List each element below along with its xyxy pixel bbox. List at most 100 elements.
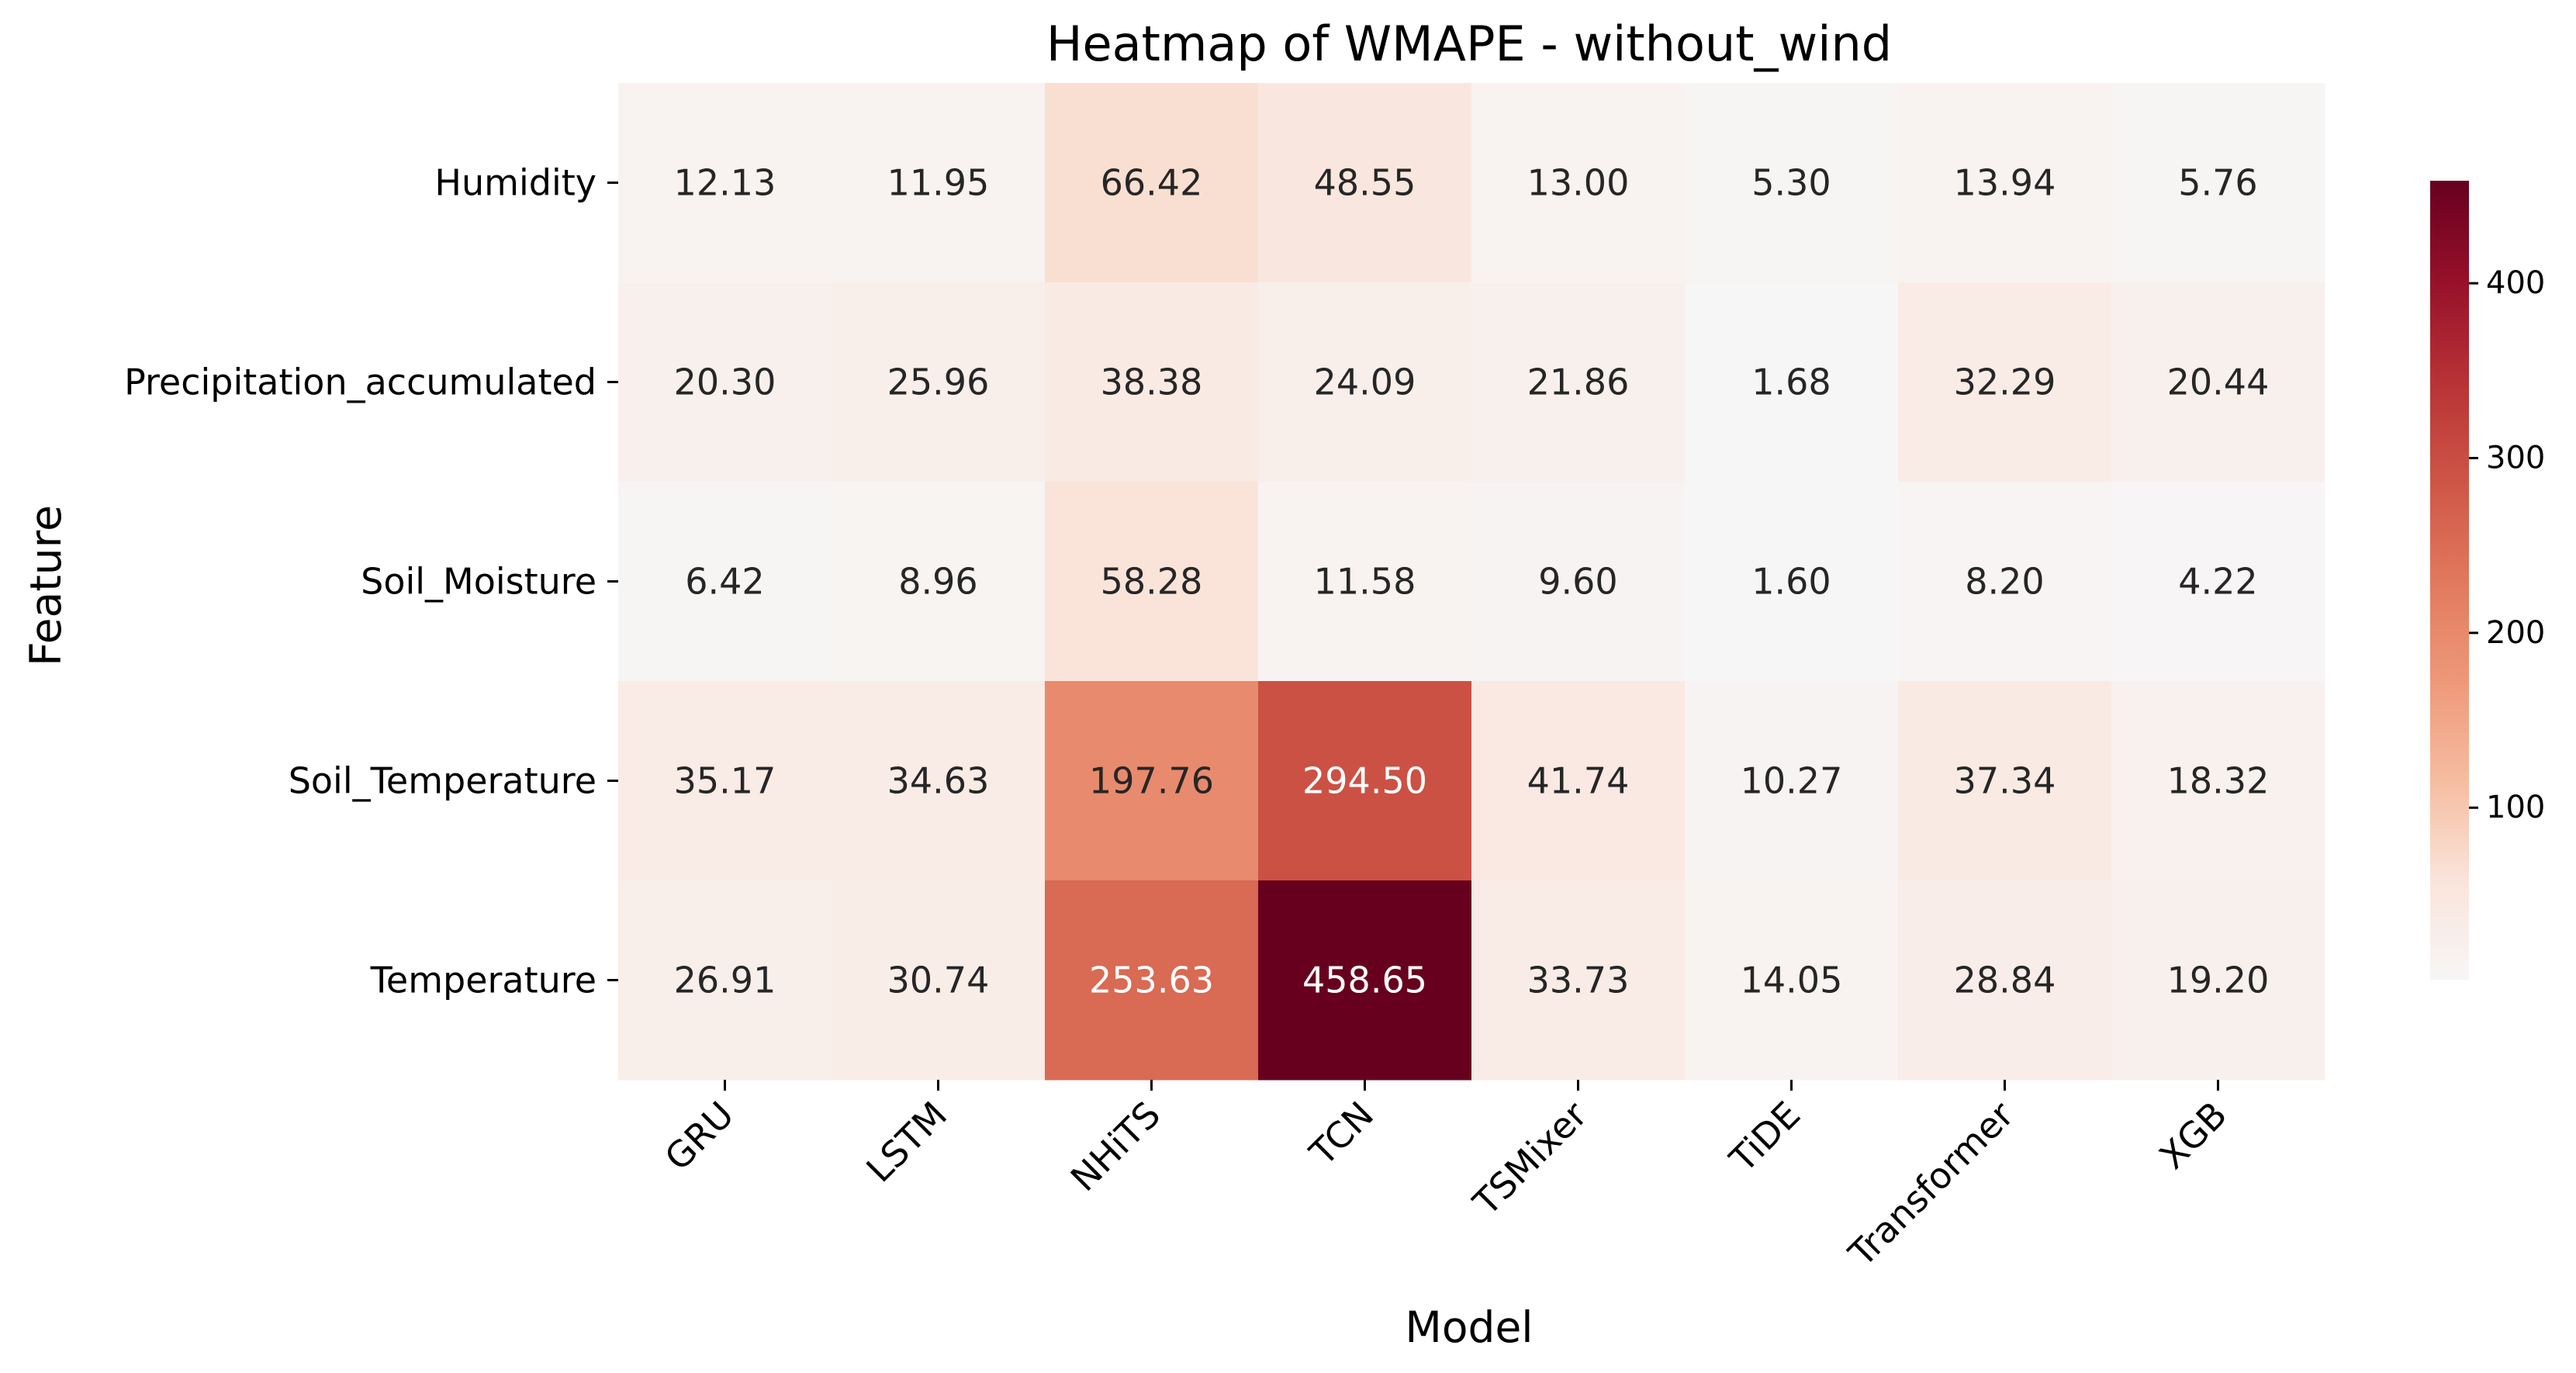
heatmap-cell-soil-moisture-tcn (1258, 482, 1472, 682)
cell-value-label: 33.73 (1527, 960, 1630, 1001)
cell-value-label: 34.63 (887, 760, 990, 802)
cell-value-label: 48.55 (1314, 162, 1416, 204)
heatmap-cell-precipitation-accumulated-transformer (1898, 282, 2112, 482)
x-tick-label-xgb: XGB (2151, 1094, 2235, 1178)
heatmap-cell-humidity-tsmixer (1471, 83, 1686, 283)
cell-value-label: 25.96 (887, 361, 990, 403)
cell-value-label: 41.74 (1527, 760, 1630, 802)
heatmap-cell-soil-temperature-tsmixer (1471, 681, 1686, 881)
heatmap-cell-humidity-lstm (832, 83, 1046, 283)
cell-value-label: 8.96 (898, 561, 977, 603)
cell-value-label: 32.29 (1954, 361, 2056, 403)
heatmap-cell-humidity-tcn (1258, 83, 1472, 283)
cell-value-label: 9.60 (1538, 561, 1617, 603)
cell-value-label: 66.42 (1101, 162, 1203, 204)
colorbar-tick-label: 400 (2486, 265, 2545, 301)
heatmap-cell-soil-moisture-transformer (1898, 482, 2112, 682)
heatmap-cell-precipitation-accumulated-tide (1685, 282, 1899, 482)
cell-value-label: 28.84 (1954, 960, 2056, 1001)
heatmap-cell-soil-moisture-tsmixer (1471, 482, 1686, 682)
heatmap-cell-temperature-transformer (1898, 880, 2112, 1081)
colorbar (2430, 181, 2469, 980)
heatmap-cell-temperature-tcn (1258, 880, 1472, 1081)
cell-value-label: 458.65 (1302, 960, 1427, 1001)
heatmap-cell-soil-moisture-tide (1685, 482, 1899, 682)
heatmap-cell-temperature-tsmixer (1471, 880, 1686, 1081)
heatmap-cell-precipitation-accumulated-nhits (1045, 282, 1259, 482)
cell-value-label: 19.20 (2167, 960, 2270, 1001)
cell-value-label: 37.34 (1954, 760, 2056, 802)
heatmap-cell-humidity-tide (1685, 83, 1899, 283)
heatmap-cell-soil-moisture-lstm (832, 482, 1046, 682)
heatmap-cells: 12.13 11.95 66.42 48.55 13.00 5.30 13.94 5.76 20… (618, 83, 2325, 1081)
cell-value-label: 26.91 (674, 960, 776, 1001)
x-tick-label-nhits: NHiTS (1063, 1094, 1169, 1200)
cell-value-label: 58.28 (1101, 561, 1203, 603)
heatmap-cell-precipitation-accumulated-lstm (832, 282, 1046, 482)
cell-value-label: 294.50 (1302, 760, 1427, 802)
cell-value-label: 18.32 (2167, 760, 2270, 802)
cell-value-label: 38.38 (1101, 361, 1203, 403)
heatmap-cell-soil-moisture-xgb (2111, 482, 2325, 682)
heatmap-cell-temperature-gru (618, 880, 832, 1081)
x-tick-label-lstm: LSTM (858, 1094, 955, 1191)
heatmap-cell-humidity-xgb (2111, 83, 2325, 283)
y-tick-label-soil-moisture: Soil_Moisture (361, 561, 596, 603)
y-axis-ticks: Humidity Precipitation_accumulated Soil_Mo… (124, 162, 618, 1001)
cell-value-label: 4.22 (2178, 561, 2257, 603)
cell-value-label: 10.27 (1741, 760, 1843, 802)
x-tick-label-tcn: TCN (1301, 1094, 1381, 1174)
cell-value-label: 5.30 (1751, 162, 1831, 204)
cell-value-label: 13.00 (1527, 162, 1630, 204)
heatmap-cell-temperature-xgb (2111, 880, 2325, 1081)
cell-value-label: 13.94 (1954, 162, 2056, 204)
heatmap-cell-humidity-nhits (1045, 83, 1259, 283)
heatmap-cell-soil-temperature-transformer (1898, 681, 2112, 881)
x-tick-label-gru: GRU (656, 1094, 742, 1179)
cell-value-label: 14.05 (1741, 960, 1843, 1001)
cell-value-label: 253.63 (1089, 960, 1214, 1001)
heatmap-cell-temperature-tide (1685, 880, 1899, 1081)
cell-value-label: 20.30 (674, 361, 776, 403)
x-axis-ticks: GRU LSTM NHiTS TCN TSMixer TiDE Transformer XGB (656, 1080, 2235, 1275)
cell-value-label: 1.68 (1751, 361, 1831, 403)
cell-value-label: 1.60 (1751, 561, 1831, 603)
heatmap-cell-soil-temperature-xgb (2111, 681, 2325, 881)
y-tick-label-soil-temperature: Soil_Temperature (289, 760, 596, 802)
chart-title: Heatmap of WMAPE - without_wind (1046, 16, 1892, 72)
heatmap-cell-precipitation-accumulated-xgb (2111, 282, 2325, 482)
x-tick-label-tide: TiDE (1721, 1094, 1808, 1181)
cell-value-label: 11.95 (887, 162, 990, 204)
cell-value-label: 24.09 (1314, 361, 1416, 403)
y-tick-label-temperature: Temperature (370, 960, 596, 1001)
cell-value-label: 197.76 (1089, 760, 1214, 802)
heatmap-cell-soil-moisture-gru (618, 482, 832, 682)
cell-value-label: 12.13 (674, 162, 776, 204)
y-tick-label-precipitation-accumulated: Precipitation_accumulated (124, 361, 596, 403)
heatmap-cell-soil-temperature-nhits (1045, 681, 1259, 881)
cell-value-label: 35.17 (674, 760, 776, 802)
heatmap-cell-soil-temperature-gru (618, 681, 832, 881)
heatmap-cell-humidity-gru (618, 83, 832, 283)
x-tick-label-transformer: Transformer (1840, 1094, 2021, 1275)
colorbar-tick-label: 300 (2486, 441, 2545, 476)
heatmap-cell-temperature-lstm (832, 880, 1046, 1081)
heatmap-cell-soil-temperature-tide (1685, 681, 1899, 881)
colorbar-tick-label: 100 (2486, 790, 2545, 825)
colorbar-ticks: 100 200 300 400 (2469, 265, 2545, 825)
cell-value-label: 5.76 (2178, 162, 2257, 204)
heatmap-cell-soil-temperature-tcn (1258, 681, 1472, 881)
heatmap-cell-humidity-transformer (1898, 83, 2112, 283)
colorbar-tick-label: 200 (2486, 615, 2545, 651)
heatmap-cell-precipitation-accumulated-gru (618, 282, 832, 482)
y-axis-label: Feature (21, 505, 71, 666)
x-axis-label: Model (1405, 1302, 1533, 1352)
cell-value-label: 11.58 (1314, 561, 1416, 603)
heatmap-cell-precipitation-accumulated-tcn (1258, 282, 1472, 482)
cell-value-label: 20.44 (2167, 361, 2270, 403)
cell-value-label: 30.74 (887, 960, 990, 1001)
y-tick-label-humidity: Humidity (434, 162, 596, 204)
cell-value-label: 6.42 (685, 561, 764, 603)
heatmap-cell-soil-moisture-nhits (1045, 482, 1259, 682)
